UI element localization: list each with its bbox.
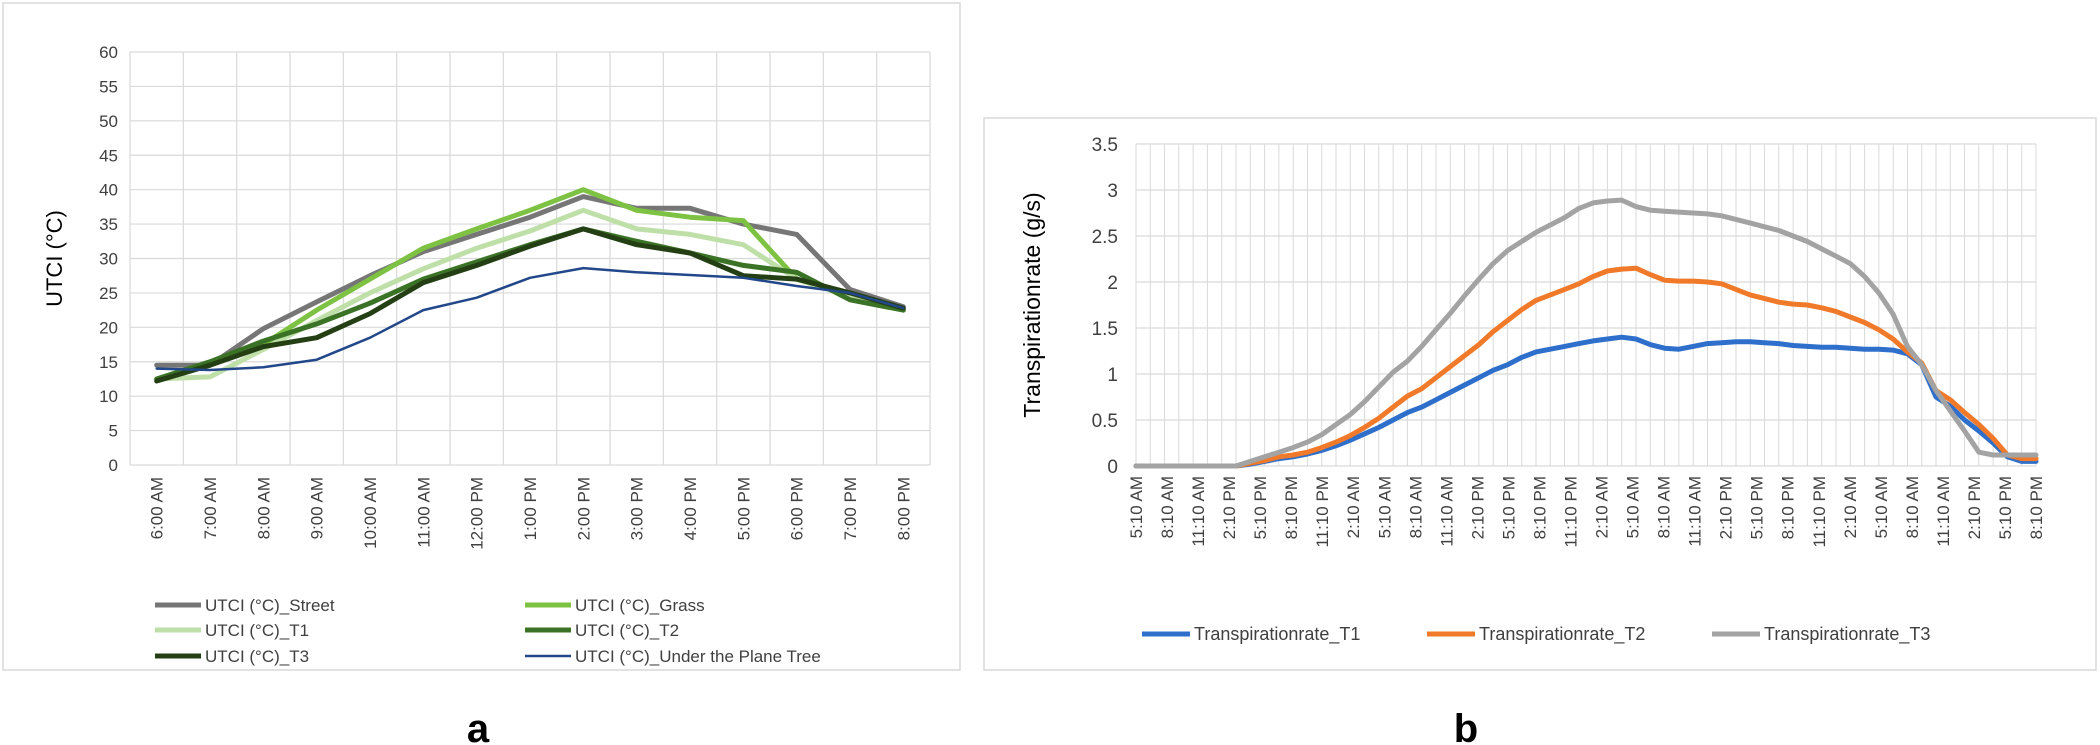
y-tick-label: 5 (109, 422, 118, 441)
x-tick-label: 8:10 PM (1779, 476, 1798, 539)
x-tick-label: 1:00 PM (521, 477, 540, 540)
y-tick-label: 1 (1107, 365, 1118, 386)
series-line-1 (154, 194, 906, 368)
y-tick-label: 25 (99, 284, 118, 303)
y-tick-label: 0.5 (1092, 411, 1118, 432)
y-tick-label: 50 (99, 112, 118, 131)
panel-label-a: a (467, 707, 490, 745)
legend-label: Transpirationrate_T2 (1479, 624, 1645, 645)
x-tick-label: 9:00 AM (308, 477, 327, 539)
legend-label: Transpirationrate_T1 (1194, 624, 1360, 645)
y-tick-label: 30 (99, 250, 118, 269)
chart-a: 0 5 10 15 20 25 30 35 40 45 50 55 60 6:00 AM 7:00 AM 8:… (42, 43, 931, 666)
x-tick-label: 6:00 PM (788, 477, 807, 540)
x-tick-label: 5:10 PM (1251, 476, 1270, 539)
legend-label: UTCI (°C)_Grass (575, 596, 705, 615)
y-axis-title: UTCI (°C) (42, 210, 67, 307)
x-tick-label: 7:00 PM (841, 477, 860, 540)
y-tick-label: 45 (99, 146, 118, 165)
x-tick-label: 2:00 PM (574, 477, 593, 540)
x-tick-label: 12:00 PM (468, 477, 487, 550)
x-tick-label: 11:10 AM (1437, 476, 1456, 547)
y-tick-label: 15 (99, 353, 118, 372)
y-tick-label: 3 (1107, 181, 1118, 202)
x-tick-label: 11:10 AM (1189, 476, 1208, 547)
legend-label: UTCI (°C)_Street (205, 596, 335, 615)
x-tick-label: 8:10 PM (1282, 476, 1301, 539)
y-tick-label: 40 (99, 181, 118, 200)
x-tick-label: 5:10 PM (1499, 476, 1518, 539)
y-tick-label: 20 (99, 318, 118, 337)
y-tick-label: 10 (99, 387, 118, 406)
x-tick-label: 8:10 AM (1406, 476, 1425, 538)
x-tick-label: 5:10 PM (1996, 476, 2015, 539)
series-line-2 (1133, 265, 2039, 469)
x-tick-label: 2:10 PM (1468, 476, 1487, 539)
x-tick-label: 5:10 AM (1624, 476, 1643, 538)
x-tick-label: 11:10 PM (1313, 476, 1332, 548)
x-tick-label: 4:00 PM (681, 477, 700, 540)
x-tick-label: 5:10 AM (1375, 476, 1394, 538)
x-tick-label: 2:10 PM (1717, 476, 1736, 539)
x-tick-label: 8:10 PM (2027, 476, 2046, 539)
x-tick-label: 5:10 AM (1127, 476, 1146, 538)
x-tick-label: 8:00 PM (894, 477, 913, 540)
x-tick-label: 8:10 AM (1903, 476, 1922, 538)
x-tick-label: 8:10 AM (1158, 476, 1177, 538)
x-tick-label: 2:10 AM (1593, 476, 1612, 538)
x-tick-label: 2:10 AM (1841, 476, 1860, 538)
panel-label-b: b (1454, 707, 1478, 745)
chart-b: 0 0.5 1 1.5 2 2.5 3 3.5 5:10 AM 8:10 AM 11:10 AM 2:… (1019, 135, 2046, 645)
legend-label: Transpirationrate_T3 (1764, 624, 1930, 645)
legend-label: UTCI (°C)_T3 (205, 647, 309, 666)
y-tick-label: 0 (109, 456, 118, 475)
x-tick-label: 10:00 AM (361, 477, 380, 549)
series-line-6 (155, 266, 905, 372)
y-tick-label: 2 (1107, 273, 1118, 294)
x-tick-label: 11:10 AM (1686, 476, 1705, 547)
x-tick-label: 8:10 AM (1655, 476, 1674, 538)
x-tick-label: 3:00 PM (628, 477, 647, 540)
chart-b-frame (983, 117, 2097, 671)
x-tick-label: 11:10 AM (1934, 476, 1953, 547)
x-tick-label: 6:00 AM (148, 477, 167, 539)
x-tick-label: 2:10 AM (1344, 476, 1363, 538)
legend-label: UTCI (°C)_T1 (205, 621, 309, 640)
x-tick-label: 11:00 AM (414, 477, 433, 548)
x-tick-label: 11:10 PM (1561, 476, 1580, 548)
x-tick-label: 11:10 PM (1810, 476, 1829, 548)
x-tick-label: 8:00 AM (254, 477, 273, 539)
y-axis-title: Transpirationrate (g/s) (1019, 192, 1045, 417)
series-line-3 (1133, 197, 2039, 469)
y-tick-label: 55 (99, 77, 118, 96)
legend-label: UTCI (°C)_T2 (575, 621, 679, 640)
series-line-5 (154, 226, 906, 384)
y-tick-label: 3.5 (1092, 135, 1118, 156)
chart-a-frame (2, 2, 961, 671)
x-tick-label: 5:00 PM (734, 477, 753, 540)
y-tick-label: 60 (99, 43, 118, 62)
legend-label: UTCI (°C)_Under the Plane Tree (575, 647, 821, 666)
x-tick-label: 2:10 PM (1220, 476, 1239, 539)
x-tick-label: 8:10 PM (1530, 476, 1549, 539)
y-tick-label: 2.5 (1092, 227, 1118, 248)
y-tick-label: 35 (99, 215, 118, 234)
y-tick-label: 1.5 (1092, 319, 1118, 340)
x-tick-label: 5:10 PM (1748, 476, 1767, 539)
x-tick-label: 2:10 PM (1965, 476, 1984, 539)
y-tick-label: 0 (1107, 457, 1118, 478)
x-tick-label: 5:10 AM (1872, 476, 1891, 538)
x-tick-label: 7:00 AM (201, 477, 220, 539)
